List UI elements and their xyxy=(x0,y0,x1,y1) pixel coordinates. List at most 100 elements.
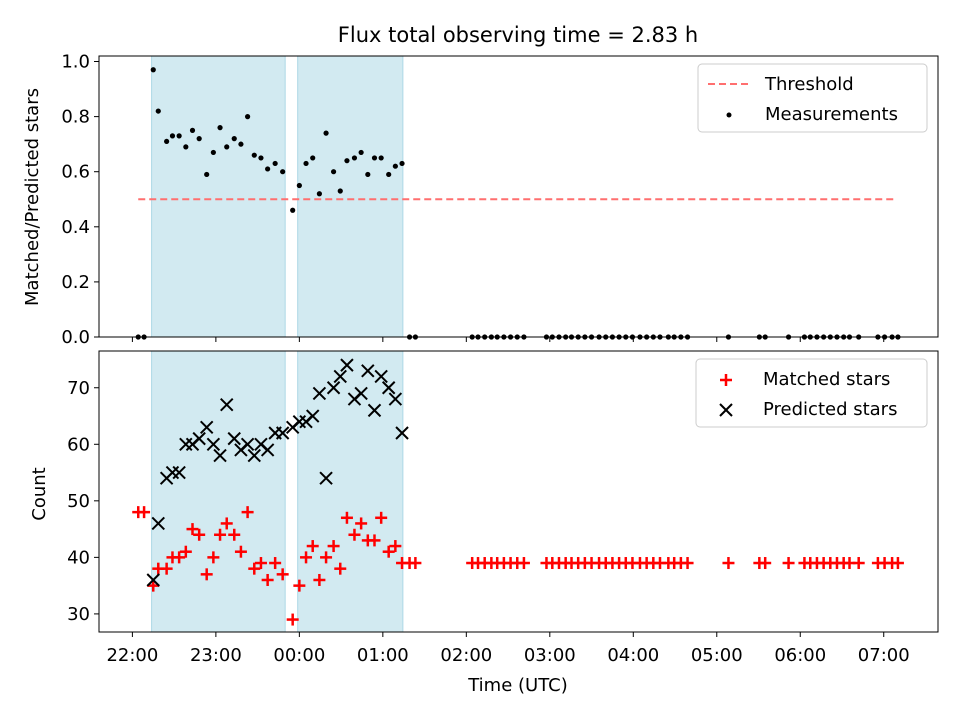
bottom-xlabel: Time (UTC) xyxy=(467,675,568,696)
matched-star-point xyxy=(300,551,313,564)
measurement-point xyxy=(330,169,337,175)
matched-star-point xyxy=(348,528,361,541)
matched-star-point xyxy=(261,573,274,586)
bottom-plot: 30 40 50 60 70 22:00 23:00 00:00 01:00 02:00 03:0… xyxy=(29,350,939,696)
predicted-star-point xyxy=(374,369,388,384)
top-legend-box xyxy=(697,63,928,133)
predicted-star-point xyxy=(247,448,261,463)
measurement-point xyxy=(155,108,161,114)
measurement-point xyxy=(258,155,264,161)
matched-star-point xyxy=(293,579,306,592)
legend-predicted-swatch xyxy=(719,403,733,417)
measurement-point xyxy=(176,133,182,139)
matched-star-point xyxy=(138,506,151,519)
measurement-point xyxy=(150,67,156,73)
matched-star-point xyxy=(382,545,395,558)
matched-star-point xyxy=(214,528,227,541)
predicted-star-point xyxy=(326,381,341,395)
predicted-star-point xyxy=(213,448,227,463)
bottom-xtick-label: 22:00 xyxy=(106,645,158,666)
top-shaded-interval xyxy=(151,55,286,338)
matched-star-point xyxy=(286,613,299,626)
top-ytick-label: 0.0 xyxy=(61,327,90,348)
measurement-point xyxy=(378,155,384,161)
predicted-star-point xyxy=(275,426,290,440)
bottom-ylabel: Count xyxy=(29,467,50,520)
measurement-point xyxy=(399,160,405,167)
legend-measurements-swatch xyxy=(726,112,732,118)
measurement-point xyxy=(280,169,286,175)
predicted-star-point xyxy=(340,358,354,372)
matched-star-point xyxy=(320,551,333,564)
matched-star-point xyxy=(228,528,241,541)
predicted-star-point xyxy=(354,386,368,401)
matched-star-point xyxy=(160,562,173,575)
matched-star-point xyxy=(375,511,388,524)
bottom-xtick-label: 23:00 xyxy=(190,645,242,666)
matched-star-point xyxy=(269,557,282,570)
legend-threshold-label: Threshold xyxy=(764,74,854,95)
matched-star-point xyxy=(681,557,694,570)
matched-star-point xyxy=(147,579,160,592)
measurement-point xyxy=(296,182,302,189)
legend-matched-swatch xyxy=(720,374,732,386)
bottom-xtick-label: 04:00 xyxy=(607,645,659,666)
matched-star-point xyxy=(782,557,795,570)
measurement-point xyxy=(183,144,189,150)
bottom-xtick-label: 00:00 xyxy=(273,645,325,666)
bottom-plot-frame xyxy=(98,350,939,633)
predicted-star-point xyxy=(388,392,403,406)
bottom-legend: Matched stars Predicted stars xyxy=(695,358,928,428)
bottom-ytick-label: 30 xyxy=(67,604,90,625)
measurement-point xyxy=(164,138,170,145)
predicted-star-point xyxy=(333,369,347,384)
bottom-xtick-label: 06:00 xyxy=(774,645,826,666)
bottom-legend-box xyxy=(695,358,928,428)
bottom-xtick-label: 02:00 xyxy=(440,645,492,666)
legend-measurements-label: Measurements xyxy=(765,104,898,125)
predicted-star-point xyxy=(367,403,382,418)
top-ytick-label: 0.4 xyxy=(61,217,90,238)
top-ytick-label: 0.2 xyxy=(61,272,90,293)
top-ytick-label: 0.6 xyxy=(61,162,90,183)
predicted-star-point xyxy=(192,431,206,446)
matched-star-point xyxy=(241,506,254,519)
measurement-point xyxy=(316,191,322,197)
measurement-point xyxy=(224,144,230,150)
matched-star-point xyxy=(179,545,192,558)
measurement-point xyxy=(351,155,358,161)
bottom-ytick-label: 40 xyxy=(67,547,90,568)
matched-star-point xyxy=(368,534,381,547)
matched-star-point xyxy=(340,511,353,524)
matched-star-point xyxy=(207,551,220,564)
matched-star-point xyxy=(173,551,186,564)
matched-star-point xyxy=(891,557,904,570)
top-ytick-label: 1.0 xyxy=(61,52,90,73)
measurement-point xyxy=(386,171,392,178)
bottom-xtick-label: 05:00 xyxy=(691,645,743,666)
bottom-shaded-interval xyxy=(297,350,404,633)
measurement-point xyxy=(169,133,176,139)
legend-matched-label: Matched stars xyxy=(763,369,890,390)
top-plot: 0.0 0.2 0.4 0.6 0.8 1.0 Matched/Predicted sta… xyxy=(22,52,939,348)
bottom-ytick-label: 70 xyxy=(67,378,90,399)
matched-star-point xyxy=(517,557,530,570)
predicted-star-point xyxy=(151,516,165,531)
matched-star-point xyxy=(355,517,368,530)
measurement-point xyxy=(196,136,202,142)
measurement-point xyxy=(303,160,309,167)
predicted-star-point xyxy=(227,431,241,446)
matched-star-point xyxy=(186,523,199,536)
matched-star-point xyxy=(306,540,319,553)
measurement-point xyxy=(204,171,210,178)
measurement-point xyxy=(265,166,271,172)
bottom-xtick-label: 01:00 xyxy=(357,645,409,666)
top-legend: Threshold Measurements xyxy=(697,63,928,133)
matched-star-point xyxy=(759,557,772,570)
matched-star-point xyxy=(334,562,347,575)
predicted-star-point xyxy=(395,426,409,440)
predicted-star-point xyxy=(319,471,333,485)
bottom-ytick-label: 60 xyxy=(67,434,90,455)
measurement-point xyxy=(358,149,364,156)
measurement-point xyxy=(371,155,378,161)
